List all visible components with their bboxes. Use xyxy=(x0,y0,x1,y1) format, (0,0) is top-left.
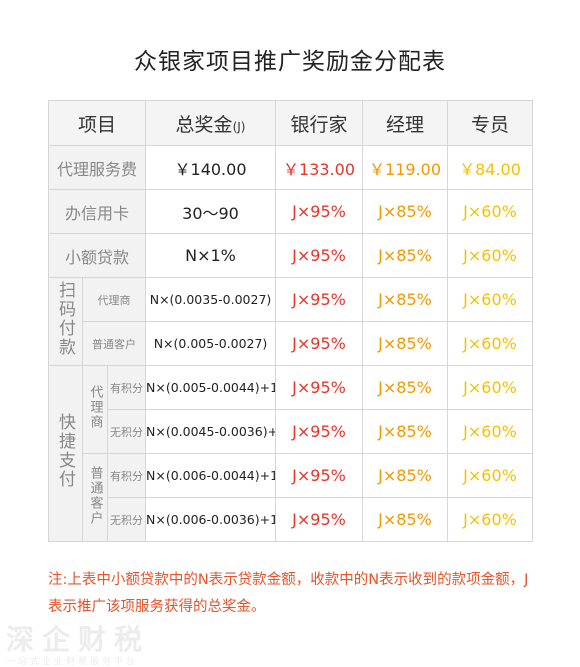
share-cell: J×85% xyxy=(362,277,449,322)
share-cell: J×95% xyxy=(275,453,364,498)
share-cell: J×85% xyxy=(362,321,449,366)
header-cell: 经理 xyxy=(362,100,449,146)
note: 注:上表中小额贷款中的N表示贷款金额，收款中的N表示收到的款项金额，J 表示推广… xyxy=(48,572,529,615)
share-cell: J×60% xyxy=(447,453,534,498)
group-cell: 普通客户 xyxy=(82,453,108,542)
row-label: 小额贷款 xyxy=(47,233,147,278)
header-text: 总奖金 xyxy=(175,113,233,136)
title: 众银家项目推广奖励金分配表 xyxy=(134,49,446,75)
group-label: 扫码付款 xyxy=(55,281,75,357)
share-cell: J×85% xyxy=(362,409,449,454)
share-cell: J×60% xyxy=(447,409,534,454)
group-cell: 扫码付款 xyxy=(48,277,83,366)
share-cell: J×60% xyxy=(447,497,534,542)
share-cell: J×85% xyxy=(362,189,449,234)
total-cell: N×(0.0045-0.0036)+1 xyxy=(145,409,277,454)
share-cell: J×95% xyxy=(275,409,364,454)
row-label: 有积分 xyxy=(106,453,147,498)
group-label: 普通客户 xyxy=(87,465,103,526)
table-row: 无积分 N×(0.0045-0.0036)+1 J×95% J×85% J×60% xyxy=(49,409,534,454)
share-cell: J×60% xyxy=(447,365,534,410)
header-row: 项目 总奖金(J) 银行家 经理 专员 xyxy=(47,100,534,146)
table-row: 办信用卡 30～90 J×95% J×85% J×60% xyxy=(47,189,534,234)
total-cell: N×1% xyxy=(145,233,277,278)
table-row: 普通客户 有积分 N×(0.006-0.0044)+1 J×95% J×85% J×60% xyxy=(49,453,534,542)
watermark: 深企财税 一站式企业财税服务平台 xyxy=(6,618,150,667)
share-cell: J×95% xyxy=(275,233,364,278)
row-label: 办信用卡 xyxy=(47,189,147,234)
share-cell: J×60% xyxy=(447,233,534,278)
total-cell: N×(0.006-0.0044)+1 xyxy=(145,453,277,498)
row-label: 无积分 xyxy=(106,409,147,454)
share-cell: J×60% xyxy=(447,277,534,322)
table-row: 无积分 N×(0.006-0.0036)+1 J×95% J×85% J×60% xyxy=(49,497,534,542)
header-cell: 项目 xyxy=(47,100,147,146)
header-unit: (J) xyxy=(232,119,246,134)
table-body: 项目 总奖金(J) 银行家 经理 专员 代理服务费 ￥140.00 ￥133.00 ￥… xyxy=(47,100,534,542)
row-label: 无积分 xyxy=(106,497,147,542)
share-cell: J×60% xyxy=(447,321,534,366)
watermark-slogan: 一站式企业财税服务平台 xyxy=(6,657,139,667)
total-cell: 30～90 xyxy=(145,189,277,234)
table-row: 小额贷款 N×1% J×95% J×85% J×60% xyxy=(47,233,534,278)
share-cell: ￥133.00 xyxy=(275,145,364,190)
total-cell: N×(0.005-0.0027) xyxy=(145,321,277,366)
share-cell: J×95% xyxy=(275,497,364,542)
share-cell: J×95% xyxy=(275,189,364,234)
group-cell: 代理商 xyxy=(82,365,108,454)
total-cell: ￥140.00 xyxy=(145,145,277,190)
group-cell: 快捷支付 xyxy=(48,365,83,542)
share-cell: J×85% xyxy=(362,497,449,542)
header-cell: 专员 xyxy=(447,100,534,146)
header-cell: 总奖金(J) xyxy=(145,100,277,146)
share-cell: J×95% xyxy=(275,277,364,322)
row-label: 普通客户 xyxy=(81,321,147,366)
total-cell: N×(0.0035-0.0027) xyxy=(145,277,277,322)
share-cell: J×85% xyxy=(362,233,449,278)
header-cell: 银行家 xyxy=(275,100,364,146)
table-row: 代理服务费 ￥140.00 ￥133.00 ￥119.00 ￥84.00 xyxy=(47,145,534,190)
share-cell: J×60% xyxy=(447,189,534,234)
share-cell: ￥119.00 xyxy=(362,145,449,190)
table-row: 快捷支付 代理商 有积分 N×(0.005-0.0044)+1 J×95% J×85% J×… xyxy=(48,365,534,542)
group-label: 快捷支付 xyxy=(55,413,75,489)
share-cell: ￥84.00 xyxy=(447,145,534,190)
share-cell: J×85% xyxy=(362,453,449,498)
reward-table: 项目 总奖金(J) 银行家 经理 专员 代理服务费 ￥140.00 ￥133.00 ￥… xyxy=(47,100,534,542)
watermark-brand: 深企财税 xyxy=(6,623,151,656)
row-label: 代理商 xyxy=(81,277,147,322)
row-label: 有积分 xyxy=(106,365,147,410)
row-label: 代理服务费 xyxy=(47,145,147,190)
table-row: 扫码付款 代理商 N×(0.0035-0.0027) J×95% J×85% J×60% xyxy=(48,277,534,366)
total-cell: N×(0.006-0.0036)+1 xyxy=(145,497,277,542)
total-cell: N×(0.005-0.0044)+1 xyxy=(145,365,277,410)
share-cell: J×95% xyxy=(275,321,364,366)
share-cell: J×95% xyxy=(275,365,364,410)
group-label: 代理商 xyxy=(87,385,103,430)
table-row: 普通客户 N×(0.005-0.0027) J×95% J×85% J×60% xyxy=(49,321,534,366)
share-cell: J×85% xyxy=(362,365,449,410)
